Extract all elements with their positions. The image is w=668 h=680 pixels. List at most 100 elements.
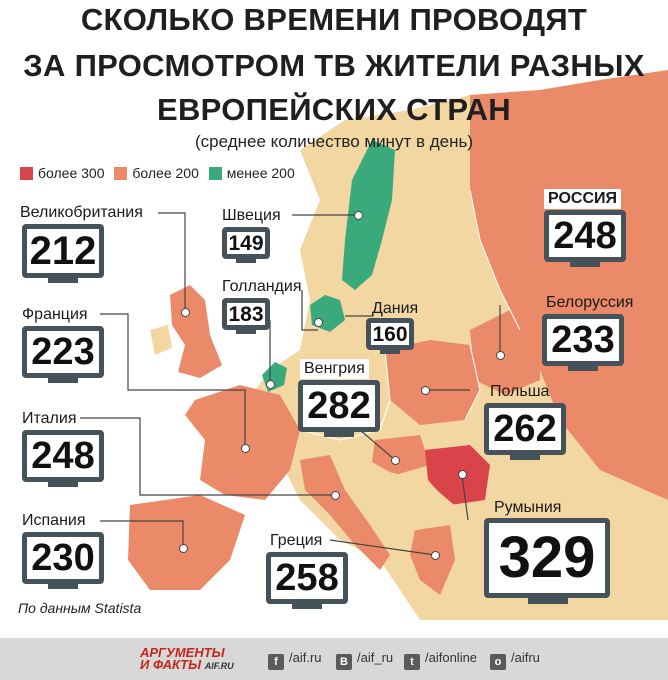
france-dot: [241, 444, 250, 453]
russia-tv: 248: [544, 210, 626, 262]
hungary-label: Венгрия: [300, 359, 369, 379]
social-label: /aif_ru: [357, 650, 394, 665]
legend-label: более 200: [132, 165, 199, 181]
logo-line-1: АРГУМЕНТЫ: [140, 645, 225, 660]
map-spain: [128, 495, 245, 590]
aif-logo[interactable]: АРГУМЕНТЫ И ФАКТЫ AIF.RU: [140, 645, 234, 672]
italy-label: Италия: [22, 410, 77, 427]
greece-dot: [431, 551, 440, 560]
greece-value: 258: [275, 557, 339, 599]
odnoklassniki-icon: о: [490, 654, 506, 670]
facebook-icon: f: [268, 654, 284, 670]
france-value: 223: [31, 331, 95, 373]
hungary-tv: 282: [298, 380, 380, 432]
legend-label: более 300: [38, 165, 105, 181]
logo-line-2-text: И ФАКТЫ: [140, 657, 202, 672]
map-ireland: [150, 325, 172, 355]
hungary-value: 282: [307, 385, 371, 427]
sweden-tv: 149: [222, 227, 270, 259]
denmark-value: 160: [372, 323, 408, 346]
map-borders: [299, 189, 521, 441]
sweden-value: 149: [228, 232, 264, 255]
title-line-3: ЕВРОПЕЙСКИХ СТРАН: [157, 92, 511, 127]
denmark-label: Дания: [372, 300, 419, 317]
sweden-tv-stand: [236, 259, 256, 263]
leader-lines: [80, 212, 501, 556]
legend-swatch-green: [208, 167, 222, 180]
legend-item-under200: менее 200: [208, 165, 295, 181]
legend: более 300 более 200 менее 200: [20, 165, 301, 181]
belarus-dot: [496, 351, 505, 360]
russia-tv-stand: [570, 262, 600, 267]
social-vk[interactable]: В/aif_ru: [336, 650, 393, 670]
poland-tv: 262: [484, 403, 566, 455]
map-greece: [410, 525, 455, 595]
map-belarus: [470, 310, 540, 395]
netherlands-dot: [266, 380, 275, 389]
poland-tv-stand: [510, 455, 540, 460]
greece-tv: 258: [266, 552, 348, 604]
legend-label: менее 200: [226, 165, 295, 181]
legend-swatch-red: [20, 167, 33, 180]
map-hungary: [372, 435, 430, 475]
france-tv: 223: [22, 326, 104, 378]
poland-label: Польша: [490, 383, 550, 400]
map-romania: [425, 445, 490, 505]
logo-line-2: И ФАКТЫ AIF.RU: [140, 657, 234, 672]
romania-tv-stand: [528, 598, 568, 604]
denmark-dot: [314, 318, 323, 327]
netherlands-tv-stand: [236, 330, 256, 334]
map-uk: [170, 285, 222, 378]
romania-label: Румыния: [494, 499, 562, 516]
legend-item-over300: более 300: [20, 165, 105, 181]
spain-value: 230: [31, 537, 95, 579]
map-italy: [300, 455, 390, 570]
uk-tv: 212: [22, 224, 104, 278]
netherlands-value: 183: [228, 303, 264, 326]
italy-tv-stand: [48, 482, 78, 487]
vk-icon: В: [336, 654, 352, 670]
hungary-tv-stand: [324, 432, 354, 437]
spain-label: Испания: [22, 512, 86, 529]
russia-label: РОССИЯ: [544, 189, 622, 209]
twitter-icon: t: [404, 654, 420, 670]
uk-label: Великобритания: [20, 204, 143, 221]
denmark-tv-stand: [380, 350, 400, 354]
romania-dot: [458, 470, 467, 479]
title-line-1: СКОЛЬКО ВРЕМЕНИ ПРОВОДЯТ: [80, 2, 588, 37]
social-label: /aif.ru: [289, 650, 322, 665]
poland-value: 262: [493, 408, 557, 450]
netherlands-label: Голландия: [222, 278, 302, 295]
social-odnoklassniki[interactable]: о/aifru: [490, 650, 540, 670]
italy-value: 248: [31, 435, 95, 477]
france-label: Франция: [22, 306, 88, 323]
social-twitter[interactable]: t/aifonline: [404, 650, 477, 670]
spain-tv-stand: [48, 584, 78, 589]
france-tv-stand: [48, 378, 78, 383]
belarus-tv: 233: [542, 314, 624, 366]
sweden-dot: [354, 211, 363, 220]
poland-dot: [421, 386, 430, 395]
legend-swatch-salmon: [114, 167, 128, 180]
legend-item-over200: более 200: [114, 165, 199, 181]
social-label: /aifonline: [425, 650, 478, 665]
romania-value: 329: [498, 525, 596, 590]
logo-site: AIF.RU: [204, 661, 234, 671]
netherlands-tv: 183: [222, 298, 270, 330]
footer-bar: АРГУМЕНТЫ И ФАКТЫ AIF.RU f/aif.ru В/aif_…: [0, 638, 668, 680]
social-label: /aifru: [511, 650, 540, 665]
social-facebook[interactable]: f/aif.ru: [268, 650, 322, 670]
italy-tv: 248: [22, 430, 104, 482]
belarus-value: 233: [551, 319, 615, 361]
map-sweden: [342, 140, 395, 290]
map-russia: [470, 70, 668, 500]
uk-tv-stand: [48, 278, 78, 283]
russia-value: 248: [553, 215, 617, 257]
uk-value: 212: [29, 229, 97, 273]
spain-tv: 230: [22, 532, 104, 584]
denmark-tv: 160: [366, 318, 414, 350]
map-france: [185, 385, 300, 500]
sweden-label: Швеция: [222, 207, 281, 224]
map-poland: [385, 340, 480, 425]
